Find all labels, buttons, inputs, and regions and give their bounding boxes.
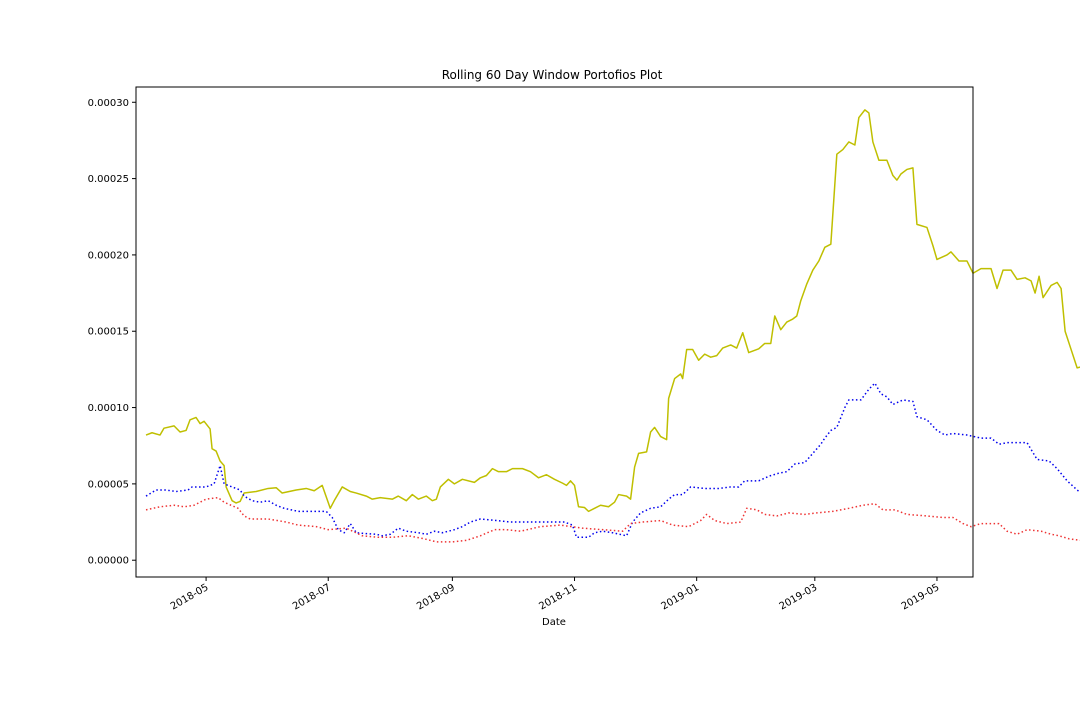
y-tick-label: 0.00015	[88, 327, 129, 338]
series-line-1	[145, 382, 1080, 539]
y-tick-label: 0.00000	[88, 556, 129, 567]
y-tick-label: 0.00020	[88, 250, 129, 261]
y-tick-label: 0.00005	[88, 479, 129, 490]
chart-title: Rolling 60 Day Window Portofios Plot	[442, 68, 663, 82]
y-tick-label: 0.00030	[88, 98, 129, 109]
series-line-0	[145, 109, 1080, 513]
y-axis: 0.00000 0.00005 0.00010 0.00015 0.00020 0.000…	[88, 98, 136, 567]
y-tick-label: 0.00010	[88, 403, 129, 414]
plot-area-frame	[135, 86, 974, 578]
y-tick-label: 0.00025	[88, 174, 129, 185]
series-layer	[145, 109, 1080, 543]
x-axis-label: Date	[542, 617, 566, 628]
series-line-2	[145, 496, 1080, 543]
